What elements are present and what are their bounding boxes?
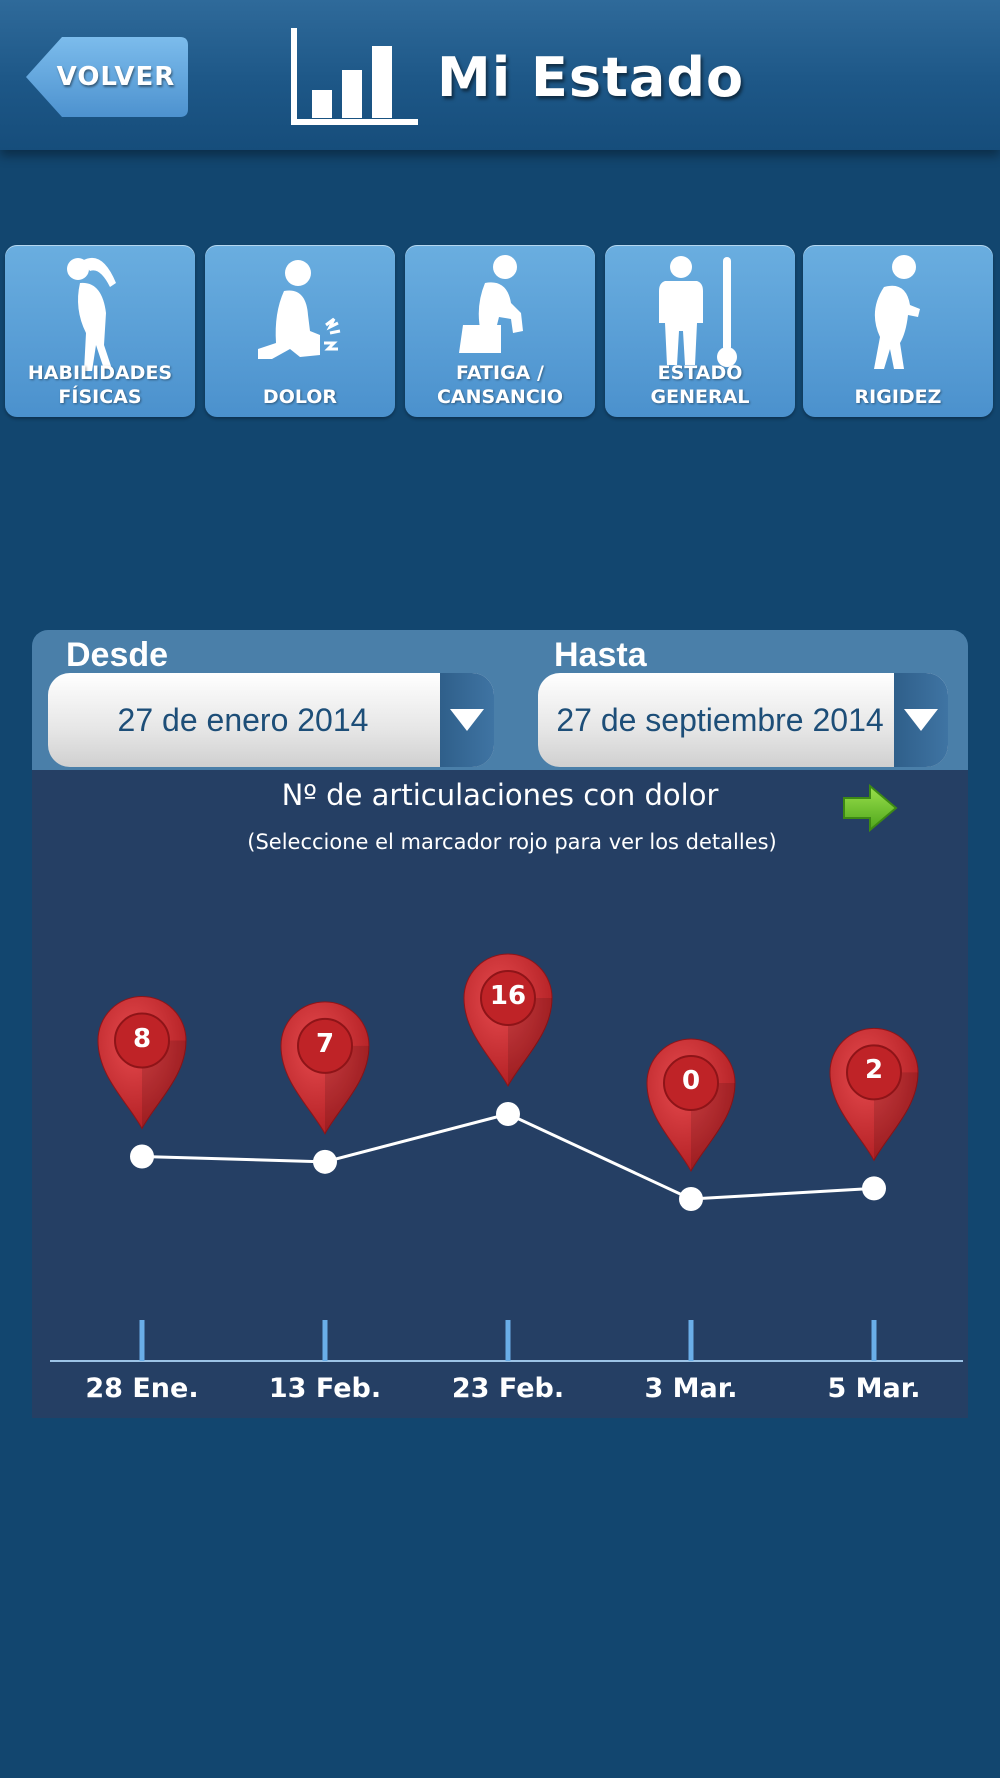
- pin-marker[interactable]: [463, 953, 553, 1088]
- chart-subtitle: (Seleccione el marcador rojo para ver lo…: [247, 830, 777, 854]
- category-fatiga-cansancio[interactable]: FATIGA / CANSANCIO: [405, 245, 595, 417]
- category-label: FATIGA / CANSANCIO: [436, 362, 563, 408]
- to-date-value: 27 de septiembre 2014: [556, 702, 884, 738]
- green-arrow-right-icon[interactable]: [840, 782, 900, 834]
- pin-value-label: 0: [681, 1066, 701, 1096]
- x-axis-label: 28 Ene.: [85, 1373, 199, 1404]
- series-line: [141, 1112, 875, 1201]
- from-date-label: Desde: [66, 636, 169, 674]
- chevron-down-icon: [450, 709, 484, 731]
- from-date-value: 27 de enero 2014: [117, 702, 369, 738]
- category-rigidez[interactable]: RIGIDEZ: [803, 245, 993, 417]
- knee-pain-person-icon: [258, 260, 341, 359]
- from-date-dropdown-button[interactable]: [440, 673, 494, 767]
- x-axis-label: 13 Feb.: [268, 1373, 382, 1404]
- chart-panel: [32, 770, 968, 1418]
- category-label: ESTADO GENERAL: [650, 362, 750, 408]
- category-label: HABILIDADES FÍSICAS: [27, 362, 173, 408]
- back-button[interactable]: VOLVER: [24, 35, 190, 119]
- back-arrow-shape: [26, 37, 188, 117]
- x-axis-label: 5 Mar.: [827, 1373, 921, 1404]
- data-point: [679, 1187, 703, 1211]
- pin-marker[interactable]: [646, 1038, 736, 1173]
- data-point: [130, 1144, 154, 1169]
- x-axis-label: 3 Mar.: [644, 1373, 738, 1404]
- x-axis-label: 23 Feb.: [451, 1373, 565, 1404]
- back-button-label: VOLVER: [56, 62, 176, 92]
- to-date-dropdown-button[interactable]: [894, 673, 948, 767]
- page-title: Mi Estado: [437, 46, 745, 109]
- pin-marker[interactable]: [97, 996, 187, 1130]
- back-stiffness-person-icon: [874, 255, 920, 369]
- category-dolor[interactable]: DOLOR: [205, 245, 395, 417]
- pin-value-label: 2: [864, 1055, 884, 1086]
- date-range-panel: Desde Hasta 27 de enero 2014 27 de septi…: [32, 630, 968, 770]
- pin-marker[interactable]: [829, 1027, 919, 1162]
- chevron-down-icon: [904, 709, 938, 731]
- person-thermometer-icon: [659, 256, 737, 367]
- pin-marker[interactable]: [280, 1001, 370, 1135]
- data-point: [496, 1102, 520, 1126]
- pin-value-label: 16: [489, 981, 527, 1011]
- tired-person-icon: [459, 255, 523, 353]
- bar-chart-icon: [291, 28, 418, 125]
- data-point: [313, 1149, 337, 1174]
- pin-value-label: 7: [315, 1028, 335, 1059]
- category-estado-general[interactable]: ESTADO GENERAL: [605, 245, 795, 417]
- data-point: [862, 1176, 886, 1201]
- to-date-select[interactable]: 27 de septiembre 2014: [538, 673, 948, 767]
- header-bar: VOLVER Mi Estado: [0, 0, 1000, 150]
- stretching-person-icon: [67, 257, 116, 371]
- chart-title: Nº de articulaciones con dolor: [281, 778, 719, 812]
- pin-value-label: 8: [132, 1023, 152, 1054]
- category-label: RIGIDEZ: [854, 386, 942, 408]
- to-date-label: Hasta: [554, 636, 647, 674]
- from-date-select[interactable]: 27 de enero 2014: [48, 673, 494, 767]
- category-label: DOLOR: [262, 386, 338, 408]
- category-habilidades-fisicas[interactable]: HABILIDADES FÍSICAS: [5, 245, 195, 417]
